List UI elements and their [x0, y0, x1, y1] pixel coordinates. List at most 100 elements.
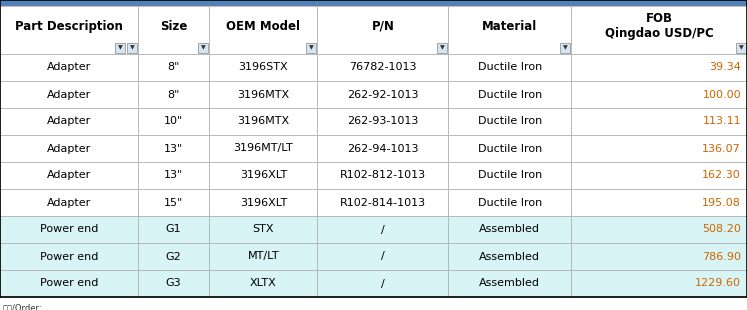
Text: Material: Material [483, 20, 537, 33]
Text: G2: G2 [166, 251, 182, 262]
Text: 100.00: 100.00 [702, 90, 741, 100]
Text: Adapter: Adapter [47, 197, 91, 207]
Text: ▼: ▼ [130, 46, 134, 51]
Text: Adapter: Adapter [47, 144, 91, 153]
Text: Part Description: Part Description [15, 20, 123, 33]
Bar [571, 162, 747, 189]
Bar [448, 243, 571, 270]
Bar [138, 81, 209, 108]
Text: FOB
Qingdao USD/PC: FOB Qingdao USD/PC [605, 12, 713, 40]
Bar [448, 108, 571, 135]
Text: XLTX: XLTX [250, 278, 276, 289]
Bar [448, 81, 571, 108]
Bar [317, 81, 448, 108]
Bar [0, 162, 138, 189]
Text: ▼: ▼ [739, 46, 743, 51]
Bar [138, 162, 209, 189]
Text: Adapter: Adapter [47, 117, 91, 126]
Text: G1: G1 [166, 224, 182, 234]
Text: 39.34: 39.34 [709, 63, 741, 73]
Text: 262-94-1013: 262-94-1013 [347, 144, 418, 153]
Text: 195.08: 195.08 [702, 197, 741, 207]
Text: /: / [381, 278, 385, 289]
Text: 136.07: 136.07 [702, 144, 741, 153]
Bar [448, 189, 571, 216]
Text: MT/LT: MT/LT [247, 251, 279, 262]
Text: 508.20: 508.20 [702, 224, 741, 234]
Text: Assembled: Assembled [480, 251, 540, 262]
Bar [138, 108, 209, 135]
Bar [0, 135, 138, 162]
Bar [571, 189, 747, 216]
Bar [448, 54, 571, 81]
Bar [138, 270, 209, 297]
Bar [138, 243, 209, 270]
Text: R102-812-1013: R102-812-1013 [340, 170, 426, 180]
Bar [317, 135, 448, 162]
Text: Power end: Power end [40, 251, 99, 262]
Text: Ductile Iron: Ductile Iron [477, 63, 542, 73]
Text: 8": 8" [167, 63, 180, 73]
Bar [317, 270, 448, 297]
Text: 3196MTX: 3196MTX [238, 117, 289, 126]
Bar [448, 6, 571, 54]
Text: 13": 13" [164, 144, 183, 153]
Text: 3196STX: 3196STX [238, 63, 288, 73]
Bar [448, 0, 571, 6]
Bar [571, 6, 747, 54]
Text: Power end: Power end [40, 224, 99, 234]
Bar [138, 6, 209, 54]
Text: STX: STX [252, 224, 274, 234]
Text: Adapter: Adapter [47, 90, 91, 100]
Bar [0, 54, 138, 81]
Text: OEM Model: OEM Model [226, 20, 300, 33]
Text: 3196MTX: 3196MTX [238, 90, 289, 100]
Bar [209, 216, 317, 243]
Bar [209, 6, 317, 54]
Bar [198, 43, 208, 53]
Bar [0, 216, 138, 243]
Text: 3196XLT: 3196XLT [240, 197, 287, 207]
Text: ▼: ▼ [309, 46, 314, 51]
Text: 13": 13" [164, 170, 183, 180]
Bar [317, 54, 448, 81]
Bar [448, 135, 571, 162]
Text: Adapter: Adapter [47, 170, 91, 180]
Bar [209, 243, 317, 270]
Bar [127, 43, 137, 53]
Bar [571, 108, 747, 135]
Text: ▼: ▼ [440, 46, 444, 51]
Bar [571, 54, 747, 81]
Bar [209, 135, 317, 162]
Bar [317, 162, 448, 189]
Bar [317, 243, 448, 270]
Bar [0, 81, 138, 108]
Bar [571, 81, 747, 108]
Text: Assembled: Assembled [480, 278, 540, 289]
Bar [115, 43, 125, 53]
Text: /: / [381, 251, 385, 262]
Text: 3196XLT: 3196XLT [240, 170, 287, 180]
Bar [138, 54, 209, 81]
Bar [317, 108, 448, 135]
Text: G3: G3 [166, 278, 182, 289]
Text: P/N: P/N [371, 20, 394, 33]
Bar [306, 43, 317, 53]
Text: 8": 8" [167, 90, 180, 100]
Bar [448, 162, 571, 189]
Bar [317, 6, 448, 54]
Bar [571, 135, 747, 162]
Bar [571, 243, 747, 270]
Text: Size: Size [160, 20, 187, 33]
Bar [448, 216, 571, 243]
Bar [437, 43, 447, 53]
Text: 订购/Order:: 订购/Order: [3, 303, 43, 310]
Bar [571, 0, 747, 6]
Text: ▼: ▼ [201, 46, 205, 51]
Text: Ductile Iron: Ductile Iron [477, 144, 542, 153]
Text: 15": 15" [164, 197, 183, 207]
Bar [209, 108, 317, 135]
Bar [560, 43, 571, 53]
Text: Ductile Iron: Ductile Iron [477, 170, 542, 180]
Bar [209, 0, 317, 6]
